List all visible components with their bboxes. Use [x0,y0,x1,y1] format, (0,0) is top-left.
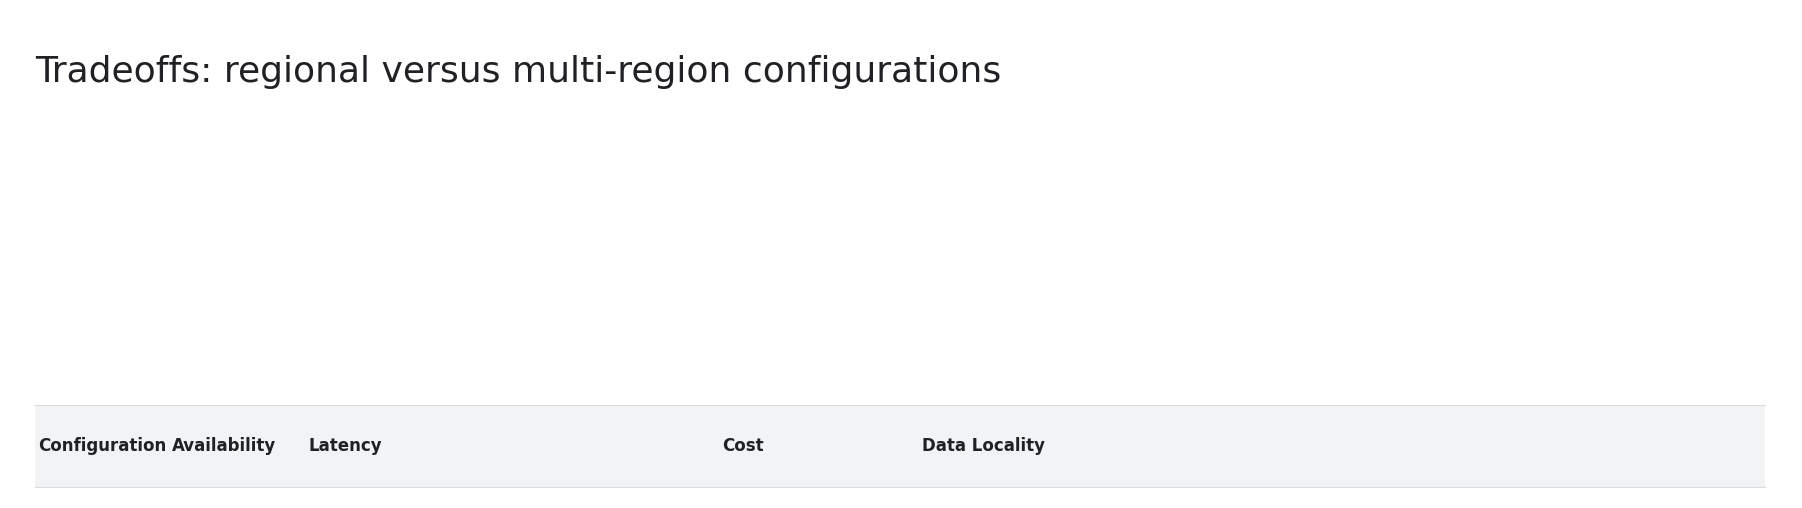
Text: Data Locality: Data Locality [923,437,1045,455]
Text: Tradeoffs: regional versus multi-region configurations: Tradeoffs: regional versus multi-region … [34,55,1002,89]
Text: Cost: Cost [723,437,764,455]
Text: Configuration: Configuration [38,437,166,455]
Text: Latency: Latency [308,437,382,455]
Bar [34,405,1764,487]
Text: Availability: Availability [171,437,276,455]
